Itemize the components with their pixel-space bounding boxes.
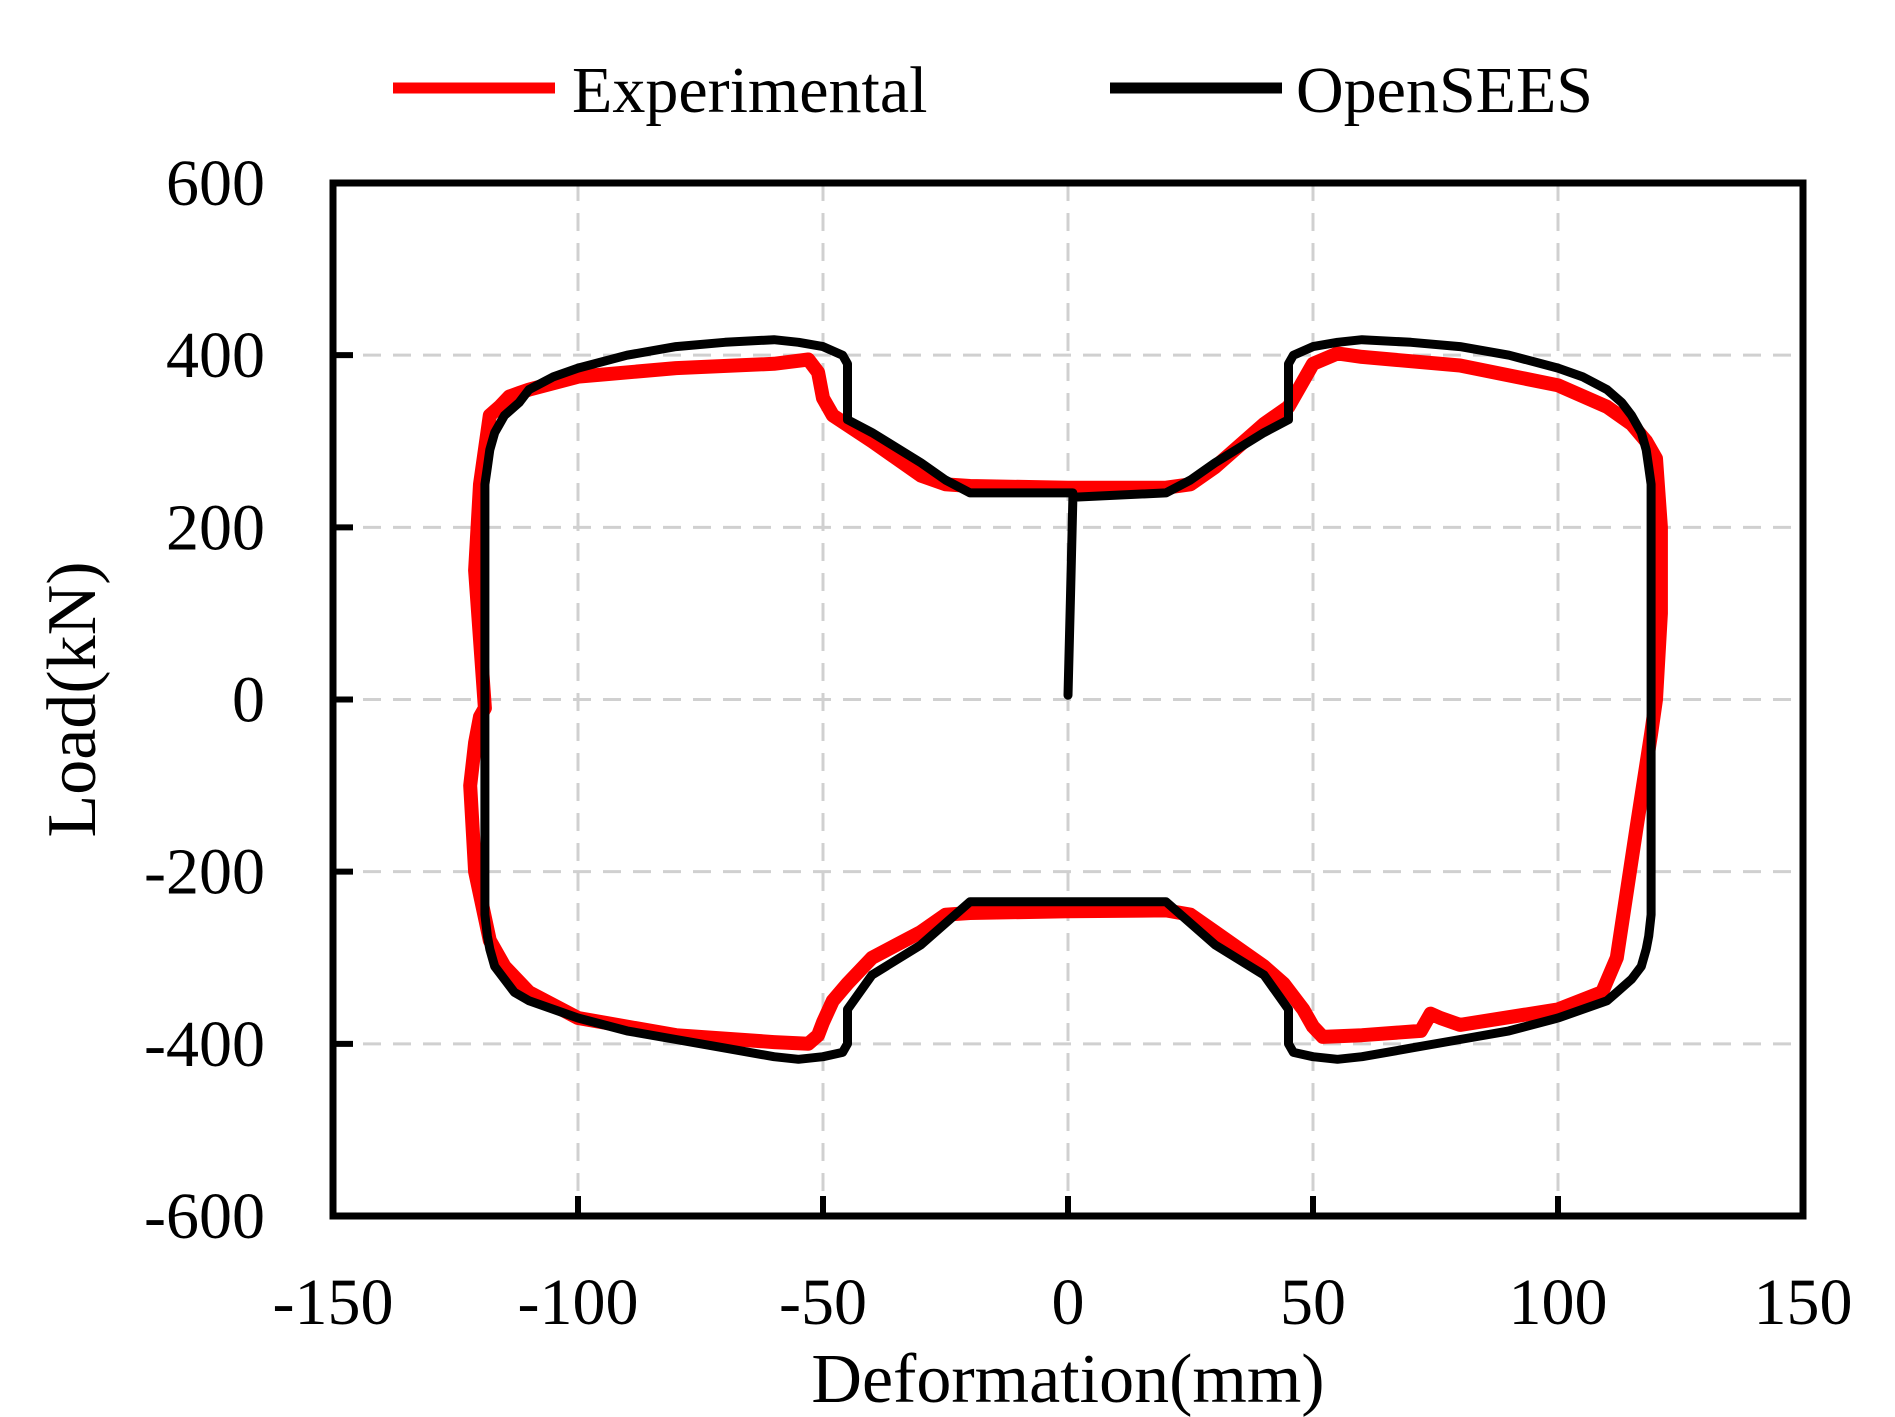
- x-tick-label: -50: [779, 1266, 867, 1339]
- y-tick-label: -200: [144, 836, 265, 909]
- y-tick-labels: 600 400 200 0 -200 -400 -600: [144, 147, 265, 1253]
- y-tick-label: 400: [166, 319, 265, 392]
- y-axis-title: Load(kN): [34, 561, 111, 837]
- axis-ticks: [333, 352, 1561, 1216]
- y-tick-label: -600: [144, 1180, 265, 1253]
- y-tick-label: 0: [232, 664, 265, 737]
- x-tick-labels: -150 -100 -50 0 50 100 150: [273, 1266, 1853, 1339]
- y-tick-label: -400: [144, 1008, 265, 1081]
- x-tick-label: 100: [1509, 1266, 1608, 1339]
- legend-label-opensees: OpenSEES: [1296, 54, 1593, 127]
- x-axis-title: Deformation(mm): [811, 1341, 1324, 1417]
- x-tick-label: 150: [1754, 1266, 1853, 1339]
- legend: Experimental OpenSEES: [393, 54, 1593, 127]
- x-tick-label: 0: [1052, 1266, 1085, 1339]
- x-tick-label: -100: [518, 1266, 639, 1339]
- y-tick-label: 200: [166, 491, 265, 564]
- series-line-opensees: [480, 335, 1656, 1064]
- plot-series: [463, 335, 1668, 1064]
- legend-label-experimental: Experimental: [572, 54, 928, 127]
- x-tick-label: -150: [273, 1266, 394, 1339]
- y-tick-label: 600: [166, 147, 265, 220]
- x-tick-label: 50: [1280, 1266, 1346, 1339]
